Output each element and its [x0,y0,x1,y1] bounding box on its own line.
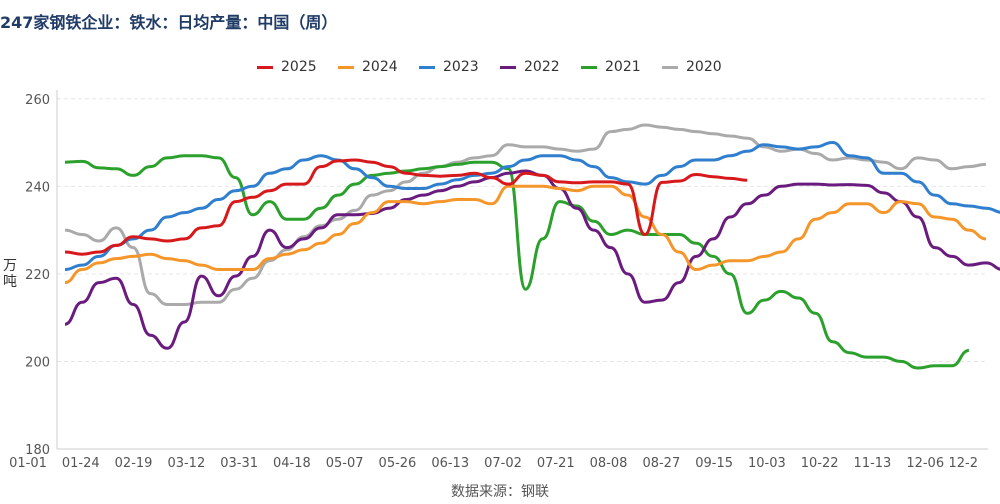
x-tick-label: 05-07 [326,456,364,471]
x-tick-label: 01-24 [62,456,100,471]
data-source: 数据来源：钢联 [451,484,549,500]
legend-label: 2021 [605,59,641,75]
x-tick-label: 01-01 [9,456,47,471]
x-tick-label: 03-31 [220,456,258,471]
x-tick-label: 06-13 [431,456,469,471]
legend-label: 2025 [281,59,317,75]
y-tick-label: 260 [25,93,50,108]
legend-label: 2023 [443,59,479,75]
legend-swatch [662,65,678,69]
y-tick-label: 180 [25,443,50,458]
x-tick-label: 03-12 [167,456,205,471]
legend-item-2023[interactable]: 2023 [419,57,479,77]
series-line-2023 [64,141,1000,271]
chart-legend: 2025 2024 2023 2022 2021 2020 [0,57,1000,77]
legend-item-2024[interactable]: 2024 [338,57,398,77]
legend-swatch [581,65,597,69]
legend-swatch [338,65,354,69]
series-line-2024 [64,184,987,285]
chart-title: 247家钢铁企业：铁水：日均产量：中国（周） [0,13,338,32]
x-tick-label: 07-02 [484,456,522,471]
x-tick-label: 12-06 [906,456,944,471]
y-axis-label: 万吨 [3,258,17,290]
x-tick-label: 10-22 [801,456,839,471]
x-tick-label: 12-2 [948,456,978,471]
series-line-2021 [64,154,970,370]
series-line-2020 [64,123,987,307]
x-tick-label: 05-26 [379,456,417,471]
legend-item-2025[interactable]: 2025 [257,57,317,77]
legend-item-2022[interactable]: 2022 [500,57,560,77]
x-tick-label: 08-27 [642,456,680,471]
legend-swatch [419,65,435,69]
y-tick-label: 220 [25,268,50,283]
x-tick-label: 09-15 [695,456,733,471]
x-tick-label: 10-03 [748,456,786,471]
legend-item-2021[interactable]: 2021 [581,57,641,77]
legend-swatch [257,65,273,69]
legend-label: 2020 [686,59,722,75]
x-tick-label: 07-21 [537,456,575,471]
legend-label: 2024 [362,59,398,75]
series-line-2022 [64,169,1000,350]
legend-swatch [500,65,516,69]
x-tick-label: 11-13 [854,456,892,471]
y-tick-label: 240 [25,180,50,195]
x-tick-label: 04-18 [273,456,311,471]
legend-item-2020[interactable]: 2020 [662,57,722,77]
x-tick-label: 08-08 [590,456,628,471]
legend-label: 2022 [524,59,560,75]
x-tick-label: 02-19 [115,456,153,471]
series-line-2025 [64,158,748,256]
y-tick-label: 200 [25,355,50,370]
